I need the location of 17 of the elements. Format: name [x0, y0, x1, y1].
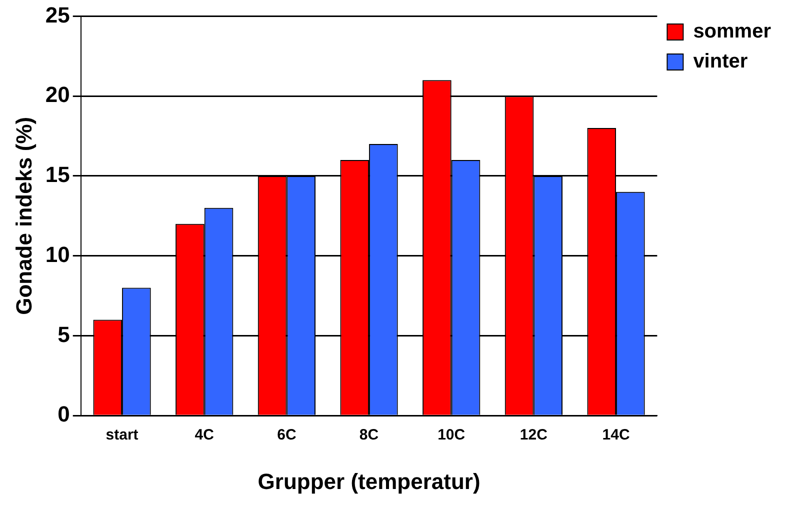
x-axis-title: Grupper (temperatur): [258, 468, 480, 494]
legend-label: sommer: [693, 20, 772, 43]
y-tick-label: 20: [45, 82, 70, 108]
y-tick-label: 0: [58, 402, 70, 427]
x-tick-label: 12C: [520, 426, 548, 444]
y-tick-label: 10: [45, 242, 70, 267]
y-axis-title: Gonade indeks (%): [11, 116, 36, 315]
x-tick-label: 4C: [194, 426, 214, 444]
x-tick-label: 6C: [277, 426, 296, 444]
x-tick-label: start: [106, 426, 138, 444]
x-tick-label: 14C: [602, 426, 630, 444]
y-tick-label: 25: [45, 2, 70, 28]
x-tick-label: 8C: [359, 426, 379, 444]
y-tick-label: 5: [58, 322, 70, 347]
y-tick-label: 15: [45, 162, 70, 188]
x-tick-label: 10C: [438, 426, 466, 444]
legend-label: vinter: [693, 50, 748, 73]
